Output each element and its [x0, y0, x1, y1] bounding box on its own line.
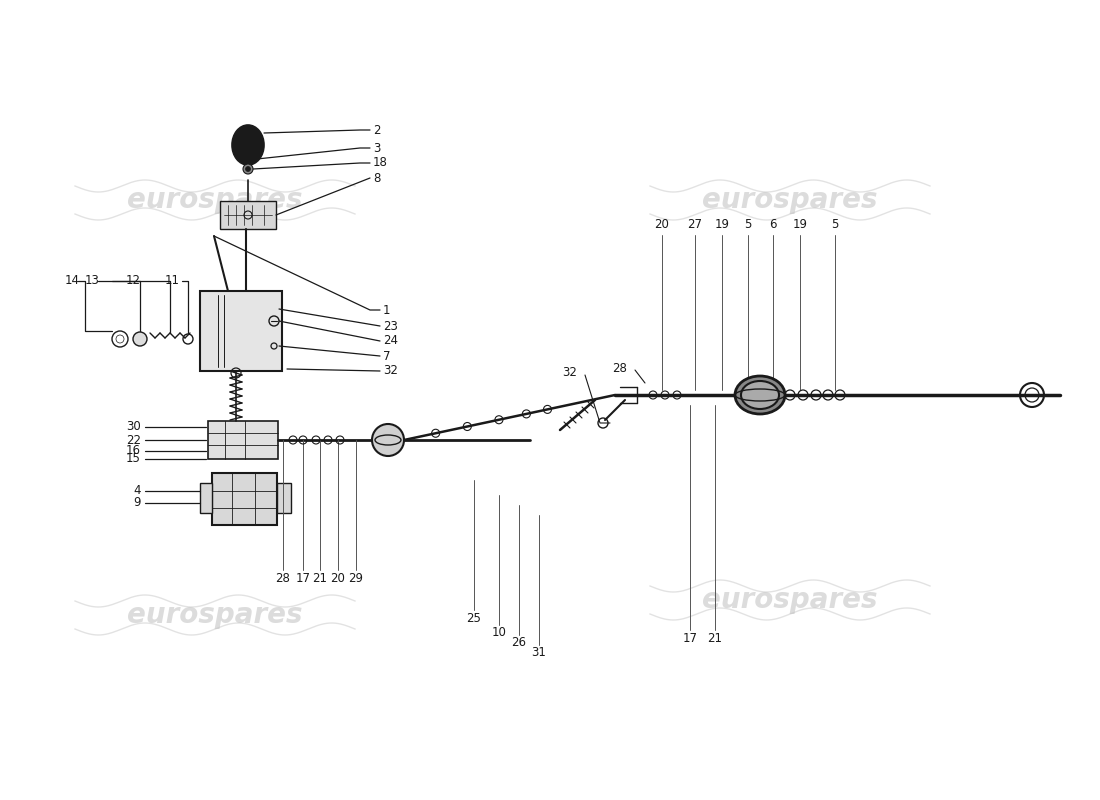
Ellipse shape — [232, 125, 264, 165]
Text: 28: 28 — [276, 571, 290, 585]
Text: 19: 19 — [715, 218, 729, 231]
Text: 5: 5 — [745, 218, 751, 231]
Text: eurospares: eurospares — [702, 186, 878, 214]
Text: 1: 1 — [383, 303, 390, 317]
Text: 32: 32 — [562, 366, 578, 378]
Text: 27: 27 — [688, 218, 703, 231]
Text: 20: 20 — [654, 218, 670, 231]
Text: 10: 10 — [492, 626, 506, 639]
Ellipse shape — [741, 381, 779, 409]
Text: 11: 11 — [165, 274, 180, 287]
Bar — [220, 201, 276, 229]
Text: eurospares: eurospares — [128, 601, 303, 629]
Text: 8: 8 — [373, 171, 381, 185]
Text: 7: 7 — [383, 350, 390, 362]
Circle shape — [245, 166, 251, 171]
Bar — [212, 473, 277, 525]
Text: 22: 22 — [126, 434, 141, 446]
Text: 25: 25 — [466, 611, 482, 625]
Text: 29: 29 — [349, 571, 363, 585]
Text: 24: 24 — [383, 334, 398, 347]
Text: 9: 9 — [133, 497, 141, 510]
Bar — [200, 483, 212, 513]
Text: 28: 28 — [612, 362, 627, 374]
Text: 6: 6 — [769, 218, 777, 231]
Text: 20: 20 — [331, 571, 345, 585]
Text: 31: 31 — [531, 646, 547, 659]
Text: 13: 13 — [85, 274, 100, 287]
Ellipse shape — [735, 376, 785, 414]
Text: 21: 21 — [312, 571, 328, 585]
Text: 4: 4 — [133, 485, 141, 498]
Text: 17: 17 — [682, 631, 697, 645]
Text: eurospares: eurospares — [128, 186, 303, 214]
Bar — [200, 291, 282, 371]
Text: 23: 23 — [383, 319, 398, 333]
Text: 19: 19 — [792, 218, 807, 231]
Text: 17: 17 — [296, 571, 310, 585]
Text: 2: 2 — [373, 123, 381, 137]
Circle shape — [372, 424, 404, 456]
Text: 15: 15 — [126, 453, 141, 466]
Text: 32: 32 — [383, 365, 398, 378]
Text: 30: 30 — [126, 421, 141, 434]
Circle shape — [133, 332, 147, 346]
Text: 18: 18 — [373, 157, 388, 170]
Text: 3: 3 — [373, 142, 381, 154]
Text: eurospares: eurospares — [702, 586, 878, 614]
Text: 5: 5 — [832, 218, 838, 231]
Bar — [277, 483, 292, 513]
Text: 26: 26 — [512, 637, 527, 650]
Text: 14: 14 — [65, 274, 80, 287]
Text: 21: 21 — [707, 631, 723, 645]
Text: 16: 16 — [126, 445, 141, 458]
Bar — [208, 421, 278, 459]
Text: 12: 12 — [126, 274, 141, 287]
Circle shape — [243, 164, 253, 174]
